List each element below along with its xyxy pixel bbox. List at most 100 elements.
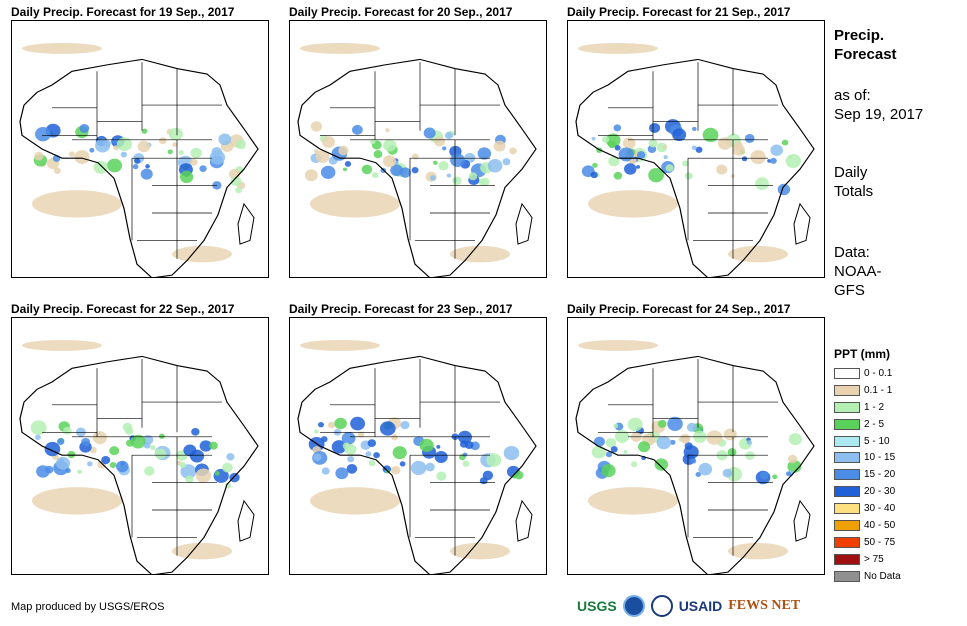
rain-patch [338, 145, 349, 156]
rain-patch [373, 150, 383, 159]
rain-patch [477, 147, 492, 160]
legend-swatch [834, 486, 860, 498]
rain-patch [335, 467, 349, 480]
legend-item: 2 - 5 [834, 416, 901, 433]
rain-patch [450, 153, 465, 167]
rain-patch [218, 133, 232, 146]
legend-item: > 75 [834, 551, 901, 568]
madagascar [793, 499, 811, 542]
rain-patch [346, 463, 358, 474]
rain-patch [772, 474, 778, 480]
rain-patch [357, 431, 365, 438]
rain-patch [438, 161, 449, 171]
rain-patch [150, 445, 156, 451]
rain-patch [750, 150, 766, 165]
rain-patch [379, 421, 396, 436]
rain-patch [723, 428, 737, 441]
madagascar [237, 202, 255, 245]
rain-patch [384, 469, 390, 474]
rain-patch [390, 164, 403, 177]
legend-item: 30 - 40 [834, 500, 901, 517]
map-svg [575, 42, 815, 277]
rain-patch [342, 442, 351, 450]
legend-label: 1 - 2 [864, 401, 885, 413]
africa-map [11, 317, 269, 575]
logo-strip: USGS USAID FEWS NET [577, 595, 800, 617]
rain-patch [663, 155, 668, 160]
rain-patch [30, 420, 47, 435]
africa-map [11, 20, 269, 278]
forecast-panel-sep23: Daily Precip. Forecast for 23 Sep., 2017 [289, 302, 547, 577]
rain-patch [691, 145, 697, 151]
ocean-dry-band [310, 487, 400, 515]
rain-patch [310, 121, 323, 132]
panel-title: Daily Precip. Forecast for 19 Sep., 2017 [11, 5, 235, 19]
rain-patch [189, 158, 198, 166]
rain-patch [436, 445, 441, 449]
rain-patch [89, 147, 95, 153]
rain-patch [370, 139, 376, 145]
map-svg [297, 42, 537, 277]
forecast-panel-sep19: Daily Precip. Forecast for 19 Sep., 2017 [11, 5, 269, 280]
rain-patch [103, 140, 111, 148]
rain-patch [770, 144, 783, 156]
legend-title: PPT (mm) [834, 347, 891, 361]
ocean-dry-band [310, 190, 400, 218]
map-svg [19, 42, 259, 277]
rain-patch [390, 465, 401, 475]
ocean-dry-band [588, 190, 678, 218]
rain-patch [591, 445, 606, 459]
rain-patch [314, 429, 319, 434]
legend-swatch [834, 418, 860, 430]
rain-patch [344, 161, 352, 167]
legend-label: 15 - 20 [864, 469, 896, 481]
rain-patch [706, 430, 723, 445]
rain-patch [36, 465, 50, 478]
legend-label: 40 - 50 [864, 519, 896, 531]
legend-item: 0 - 0.1 [834, 365, 901, 382]
rain-patch [732, 144, 745, 156]
daily-totals-note: Daily Totals [834, 164, 874, 200]
rain-patch [144, 466, 155, 476]
rain-patch [53, 167, 61, 174]
rain-patch [116, 137, 132, 152]
rain-patch [744, 133, 755, 143]
legend-swatch [834, 452, 860, 464]
legend-label: > 75 [864, 553, 884, 565]
coastline [297, 355, 537, 574]
legend-swatch [834, 536, 860, 548]
rain-patch [74, 150, 90, 164]
rain-patch [410, 460, 427, 476]
rain-patch [132, 164, 139, 170]
legend-label: 30 - 40 [864, 503, 896, 515]
legend-label: No Data [864, 570, 901, 582]
rain-patch [444, 131, 453, 140]
rain-patch [134, 158, 141, 164]
rain-patch [755, 177, 769, 190]
rain-patch [610, 446, 618, 453]
rain-patch [235, 139, 247, 150]
rain-patch [35, 126, 51, 142]
rain-patch [781, 139, 789, 146]
rain-patch [788, 433, 802, 446]
legend-item: 1 - 2 [834, 399, 901, 416]
rain-patch [158, 137, 167, 145]
legend-swatch [834, 469, 860, 481]
rain-patch [716, 164, 728, 175]
rain-patch [614, 145, 621, 151]
rain-patch [615, 429, 630, 443]
rain-patch [322, 136, 335, 148]
rain-patch [209, 441, 218, 450]
rain-patch [630, 461, 638, 468]
rain-patch [601, 464, 616, 478]
coastline [297, 58, 537, 277]
rain-patch [605, 438, 617, 448]
forecast-panel-sep22: Daily Precip. Forecast for 22 Sep., 2017 [11, 302, 269, 577]
rain-patch [92, 431, 107, 445]
rain-patch [648, 168, 664, 183]
map-svg [297, 339, 537, 574]
panel-title: Daily Precip. Forecast for 24 Sep., 2017 [567, 302, 791, 316]
rain-patch [44, 441, 61, 457]
rain-patch [686, 422, 697, 432]
rain-patch [140, 168, 153, 180]
